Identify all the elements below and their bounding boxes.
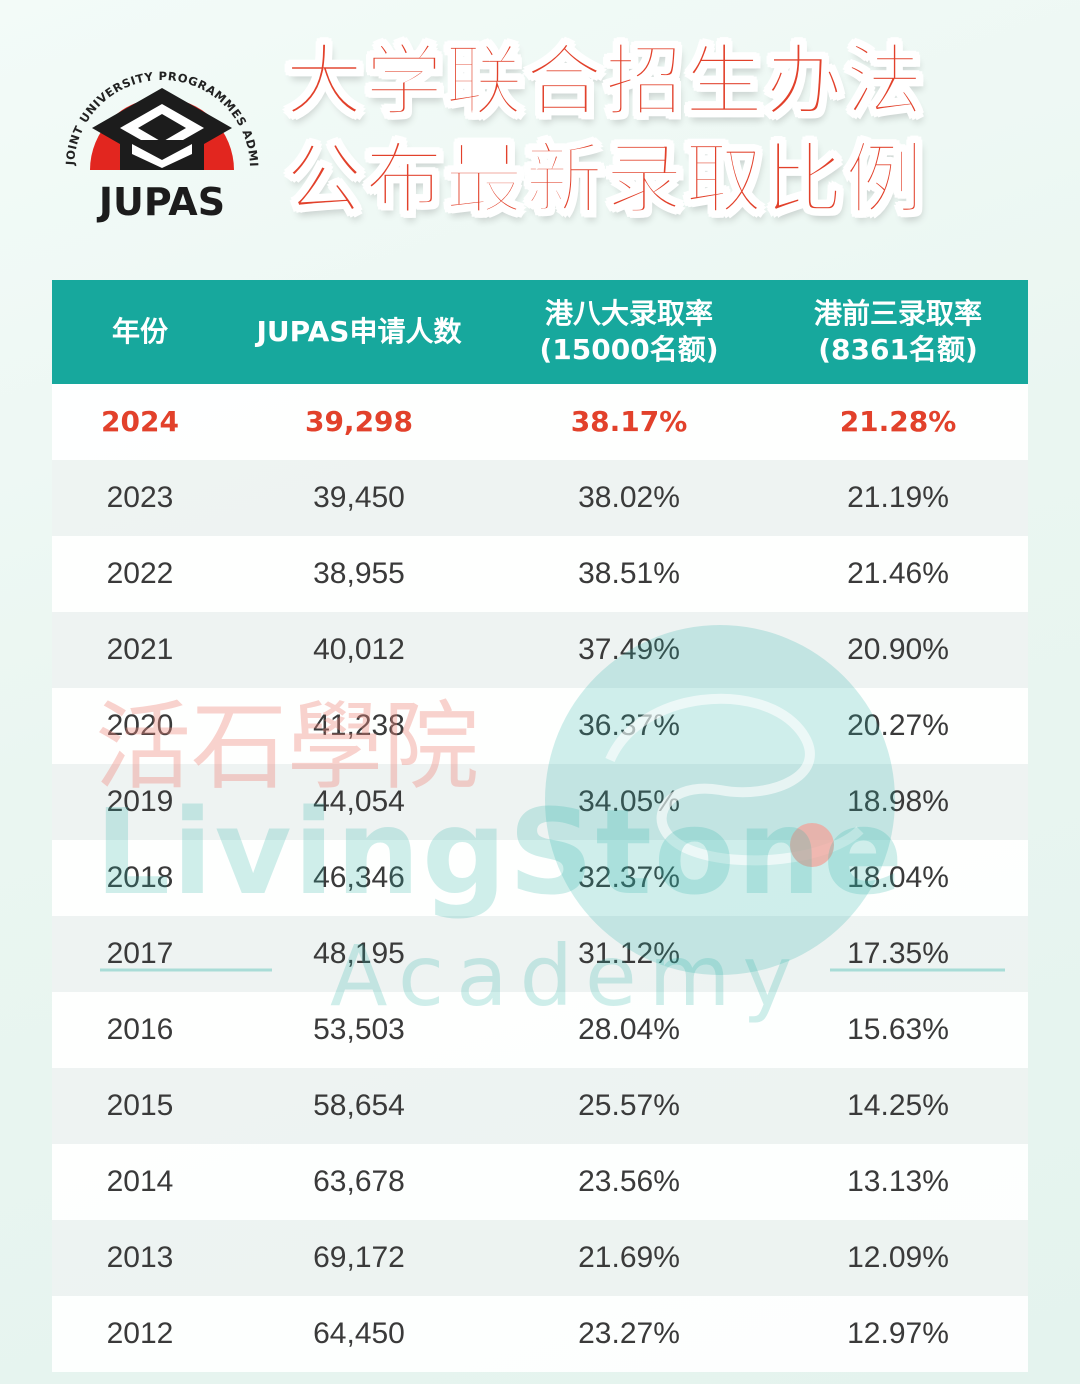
cell-top3-rate: 18.04% — [847, 861, 949, 894]
header-applicants-label: JUPAS申请人数 — [256, 315, 462, 348]
cell-big8-rate: 37.49% — [578, 633, 680, 666]
table-row: 2019 44,054 34.05% 18.98% — [52, 764, 1028, 840]
cell-year: 2018 — [106, 861, 174, 894]
header: JOINT UNIVERSITY PROGRAMMES ADMISSIONS S… — [0, 0, 1080, 270]
cell-top3-rate: 20.27% — [847, 709, 949, 742]
cell-big8-rate: 23.27% — [578, 1317, 680, 1350]
table-row: 2024 39,298 38.17% 21.28% — [52, 384, 1028, 460]
cell-year: 2024 — [101, 405, 179, 438]
cell-applicants: 44,054 — [313, 785, 405, 818]
cell-applicants: 63,678 — [313, 1165, 405, 1198]
cell-big8-rate: 28.04% — [578, 1013, 680, 1046]
cell-top3-rate: 12.09% — [847, 1241, 949, 1274]
jupas-logo: JOINT UNIVERSITY PROGRAMMES ADMISSIONS S… — [52, 40, 260, 224]
cell-applicants: 46,346 — [313, 861, 405, 894]
admission-table: 年份 JUPAS申请人数 港八大录取率 (15000名额) 港前三录取率 (83… — [52, 280, 1028, 1372]
cell-big8-rate: 38.02% — [578, 481, 680, 514]
cell-big8-rate: 25.57% — [578, 1089, 680, 1122]
cell-year: 2022 — [106, 557, 174, 590]
table-row: 2020 41,238 36.37% 20.27% — [52, 688, 1028, 764]
cell-year: 2015 — [106, 1089, 174, 1122]
cell-top3-rate: 15.63% — [847, 1013, 949, 1046]
cell-year: 2017 — [106, 937, 174, 970]
cell-big8-rate: 38.17% — [570, 405, 688, 438]
cell-big8-rate: 23.56% — [578, 1165, 680, 1198]
cell-big8-rate: 38.51% — [578, 557, 680, 590]
table-row: 2012 64,450 23.27% 12.97% — [52, 1296, 1028, 1372]
cell-big8-rate: 21.69% — [578, 1241, 680, 1274]
cell-year: 2020 — [106, 709, 174, 742]
header-year-label: 年份 — [111, 315, 168, 348]
table-body: 2024 39,298 38.17% 21.28% 2023 39,450 38.02% 21… — [52, 384, 1028, 1372]
cell-applicants: 38,955 — [313, 557, 405, 590]
cell-applicants: 48,195 — [313, 937, 405, 970]
table-header: 年份 JUPAS申请人数 港八大录取率 (15000名额) 港前三录取率 (83… — [52, 280, 1028, 384]
cell-top3-rate: 21.46% — [847, 557, 949, 590]
title-line-1: 大学联合招生办法 — [284, 37, 926, 127]
logo-wordmark: JUPAS — [96, 180, 225, 224]
header-big8-rate-label: 港八大录取率 — [544, 297, 713, 330]
cell-top3-rate: 14.25% — [847, 1089, 949, 1122]
graduation-cap-icon — [92, 88, 232, 170]
table-row: 2015 58,654 25.57% 14.25% — [52, 1068, 1028, 1144]
cell-top3-rate: 21.28% — [839, 405, 957, 438]
cell-top3-rate: 20.90% — [847, 633, 949, 666]
cell-applicants: 58,654 — [313, 1089, 405, 1122]
header-big8-rate: 港八大录取率 (15000名额) — [490, 280, 768, 384]
cell-applicants: 69,172 — [313, 1241, 405, 1274]
cell-big8-rate: 32.37% — [578, 861, 680, 894]
cell-year: 2021 — [106, 633, 174, 666]
cell-year: 2019 — [106, 785, 174, 818]
header-top3-rate-label: 港前三录取率 — [813, 297, 982, 330]
header-top3-rate: 港前三录取率 (8361名额) — [768, 280, 1028, 384]
table-row: 2016 53,503 28.04% 15.63% — [52, 992, 1028, 1068]
cell-top3-rate: 18.98% — [847, 785, 949, 818]
header-big8-quota: (15000名额) — [539, 333, 719, 366]
cell-year: 2013 — [106, 1241, 174, 1274]
table-row: 2018 46,346 32.37% 18.04% — [52, 840, 1028, 916]
table-row: 2022 38,955 38.51% 21.46% — [52, 536, 1028, 612]
cell-applicants: 39,450 — [313, 481, 405, 514]
cell-top3-rate: 17.35% — [847, 937, 949, 970]
cell-top3-rate: 21.19% — [847, 481, 949, 514]
cell-big8-rate: 34.05% — [578, 785, 680, 818]
cell-applicants: 40,012 — [313, 633, 405, 666]
cell-big8-rate: 31.12% — [578, 937, 680, 970]
header-applicants: JUPAS申请人数 — [228, 280, 490, 384]
cell-year: 2012 — [106, 1317, 174, 1350]
cell-applicants: 39,298 — [304, 405, 414, 438]
table-row: 2014 63,678 23.56% 13.13% — [52, 1144, 1028, 1220]
header-top3-quota: (8361名额) — [818, 333, 978, 366]
table-row: 2021 40,012 37.49% 20.90% — [52, 612, 1028, 688]
table-row: 2013 69,172 21.69% 12.09% — [52, 1220, 1028, 1296]
cell-year: 2014 — [106, 1165, 174, 1198]
cell-year: 2023 — [106, 481, 174, 514]
cell-big8-rate: 36.37% — [578, 709, 680, 742]
table-row: 2017 48,195 31.12% 17.35% — [52, 916, 1028, 992]
cell-top3-rate: 13.13% — [847, 1165, 949, 1198]
table-row: 2023 39,450 38.02% 21.19% — [52, 460, 1028, 536]
cell-top3-rate: 12.97% — [847, 1317, 949, 1350]
cell-applicants: 64,450 — [313, 1317, 405, 1350]
title-line-2: 公布最新录取比例 — [284, 135, 926, 225]
cell-applicants: 41,238 — [313, 709, 405, 742]
header-year: 年份 — [52, 280, 228, 384]
cell-applicants: 53,503 — [313, 1013, 405, 1046]
cell-year: 2016 — [106, 1013, 174, 1046]
